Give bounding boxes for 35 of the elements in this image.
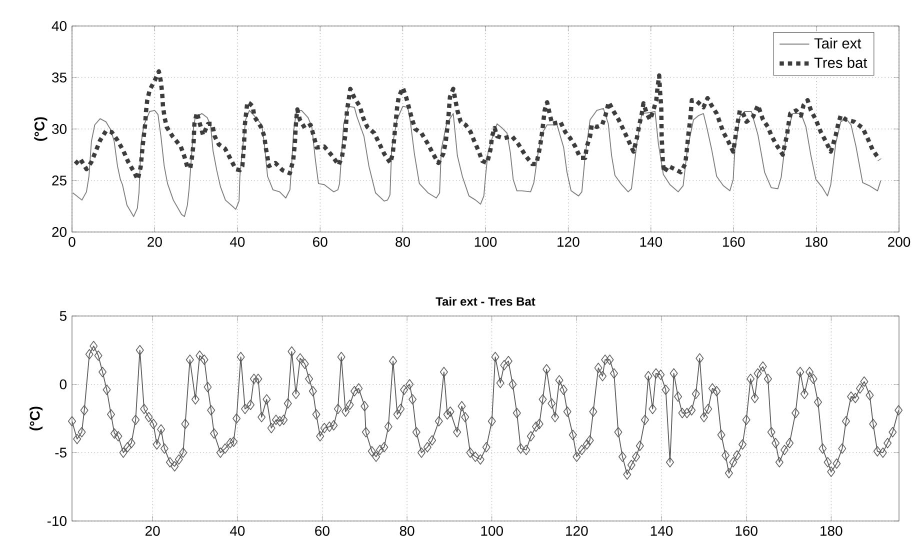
- x-tick-label: 120: [566, 526, 588, 536]
- y-tick-label: 20: [52, 227, 67, 237]
- x-tick-label: 160: [722, 236, 745, 247]
- x-tick-label: 0: [68, 236, 76, 247]
- y-tick-label: 5: [60, 311, 66, 321]
- x-tick-label: 140: [650, 526, 673, 536]
- x-tick-label: 100: [481, 526, 503, 536]
- y-tick-label: -5: [55, 448, 66, 458]
- y-axis-title: (°C): [30, 406, 43, 430]
- x-tick-label: 40: [230, 236, 245, 247]
- y-tick-label: 0: [60, 379, 67, 390]
- x-tick-label: 80: [396, 236, 410, 247]
- y-tick-label: 40: [52, 21, 67, 31]
- y-tick-label: -10: [47, 516, 67, 526]
- x-tick-label: 80: [400, 526, 414, 536]
- x-tick-label: 200: [888, 236, 910, 247]
- x-tick-label: 60: [315, 526, 330, 536]
- legend-label: Tres bat: [814, 57, 868, 68]
- x-tick-label: 20: [146, 526, 160, 536]
- x-tick-label: 140: [640, 236, 662, 247]
- x-tick-label: 60: [313, 236, 328, 247]
- x-tick-label: 180: [820, 526, 842, 536]
- x-tick-label: 120: [558, 236, 580, 247]
- x-tick-label: 40: [230, 526, 245, 536]
- y-tick-label: 30: [52, 124, 67, 134]
- x-tick-label: 20: [148, 236, 162, 247]
- line-series: [72, 106, 882, 218]
- x-tick-label: 180: [806, 236, 828, 247]
- y-tick-label: 35: [52, 72, 66, 82]
- x-tick-label: 100: [474, 236, 497, 247]
- y-tick-label: 25: [52, 176, 66, 186]
- legend-label: Tair ext: [814, 38, 862, 49]
- x-tick-label: 160: [736, 526, 758, 536]
- y-axis-title: (°C): [34, 117, 48, 141]
- chart-title: Tair ext - Tres Bat: [436, 296, 536, 306]
